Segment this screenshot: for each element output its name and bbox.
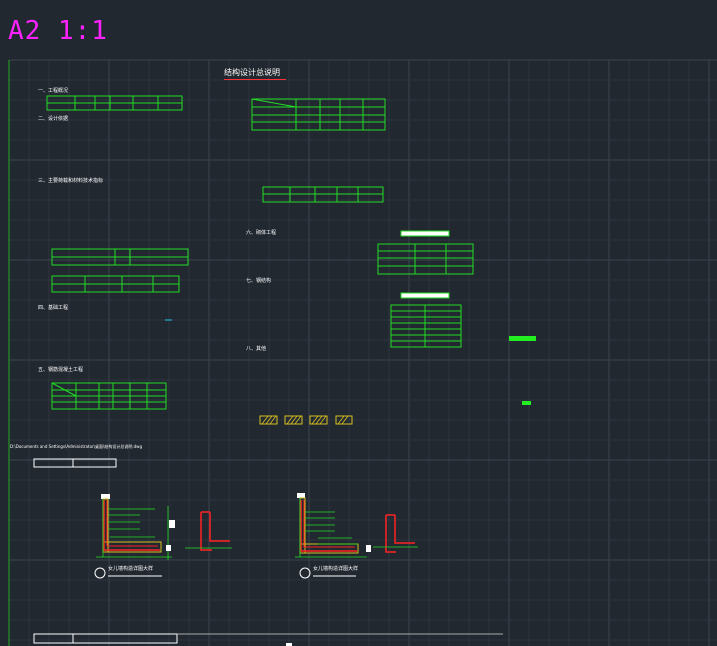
section-heading-8[interactable]: 八、其他 <box>246 346 267 352</box>
table-header-steel <box>400 292 450 299</box>
detail-parapet-left[interactable] <box>94 494 232 579</box>
title-block-lower <box>33 633 503 644</box>
section-heading-3[interactable]: 三、主要荷载和材料技术指标 <box>38 178 104 184</box>
table-foundation-a[interactable] <box>51 248 189 266</box>
detail-caption-left[interactable]: 女儿墙构造详图大样 <box>108 566 154 572</box>
green-small-mark <box>522 401 531 405</box>
hatch-legend[interactable] <box>259 415 353 425</box>
section-heading-7[interactable]: 七、钢结构 <box>246 278 272 284</box>
cursor-mark <box>286 643 292 646</box>
table-masonry[interactable] <box>377 243 474 275</box>
drawing-main-title[interactable]: 结构设计总说明 <box>224 68 280 77</box>
section-heading-1[interactable]: 一、工程概况 <box>38 88 69 94</box>
sheet-scale-title: A2 1:1 <box>8 16 108 46</box>
table-design-loads[interactable] <box>251 98 386 131</box>
table-header-masonry <box>400 230 450 237</box>
section-heading-5[interactable]: 五、钢筋混凝土工程 <box>38 367 84 373</box>
title-underline <box>224 79 286 80</box>
xref-file-path[interactable]: D:\Documents and Settings\Administrator\… <box>10 444 142 449</box>
section-heading-2[interactable]: 二、设计依据 <box>38 116 69 122</box>
table-concrete[interactable] <box>51 382 167 410</box>
section-heading-4[interactable]: 四、基础工程 <box>38 305 69 311</box>
detail-caption-right[interactable]: 女儿墙构造详图大样 <box>313 566 359 572</box>
table-steel[interactable] <box>390 304 462 348</box>
table-foundation-b[interactable] <box>51 275 180 293</box>
detail-parapet-right[interactable] <box>295 493 418 579</box>
section-heading-6[interactable]: 六、砌体工程 <box>246 230 277 236</box>
table-materials[interactable] <box>262 186 384 203</box>
table-project-overview[interactable] <box>46 95 183 111</box>
green-block-mark <box>509 336 536 341</box>
title-block-upper <box>33 458 117 468</box>
